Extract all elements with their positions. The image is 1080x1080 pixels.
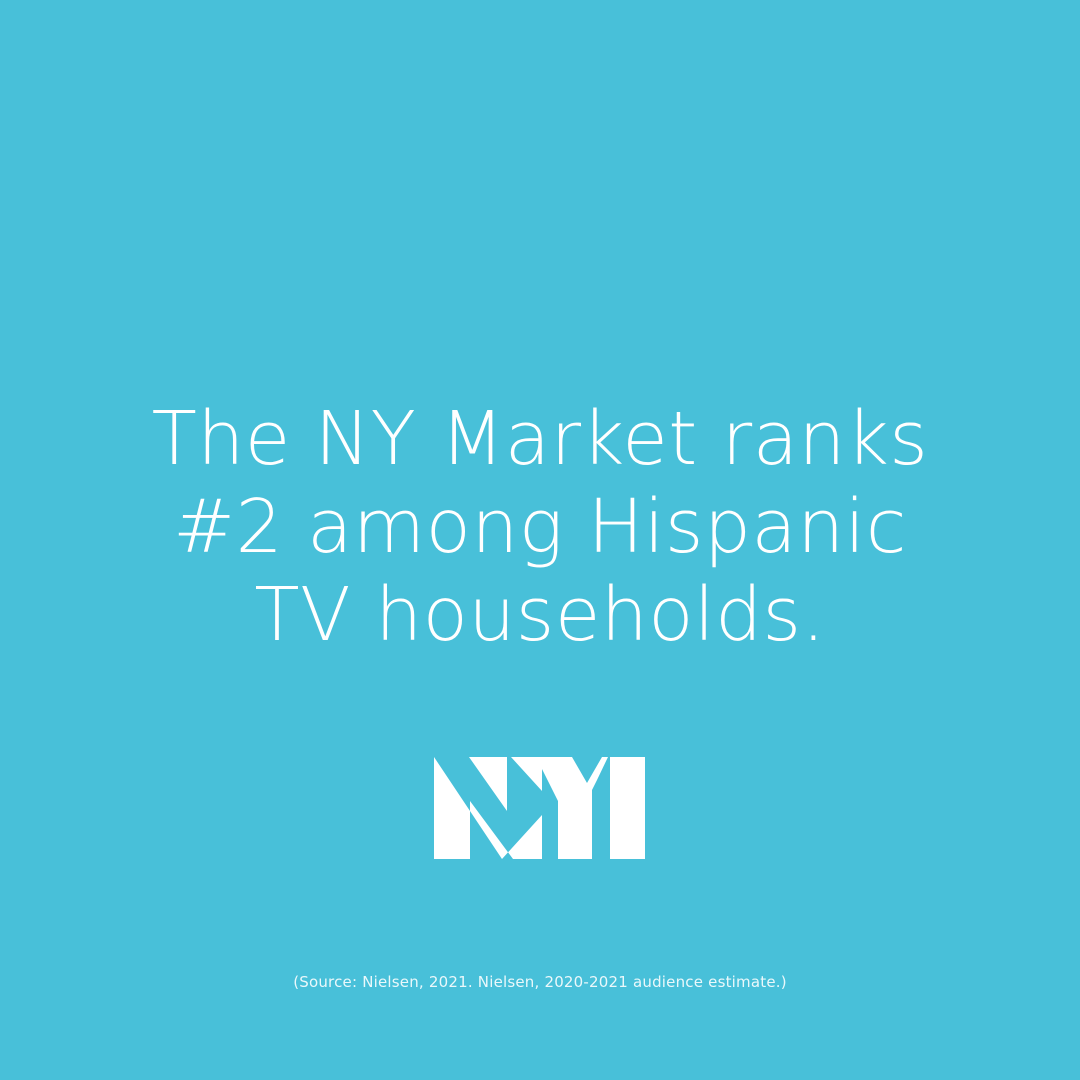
headline: The NY Market ranks #2 among Hispanic TV… bbox=[90, 395, 990, 659]
headline-line-3: TV households. bbox=[254, 572, 826, 658]
logo-letter-n bbox=[434, 757, 542, 859]
source-note: (Source: Nielsen, 2021. Nielsen, 2020-20… bbox=[293, 973, 787, 991]
headline-line-2: #2 among Hispanic bbox=[173, 484, 907, 570]
headline-line-1: The NY Market ranks bbox=[151, 396, 929, 482]
nyi-logo-icon bbox=[434, 757, 645, 859]
logo-letter-i bbox=[610, 757, 645, 859]
logo-letter-y bbox=[536, 757, 608, 859]
